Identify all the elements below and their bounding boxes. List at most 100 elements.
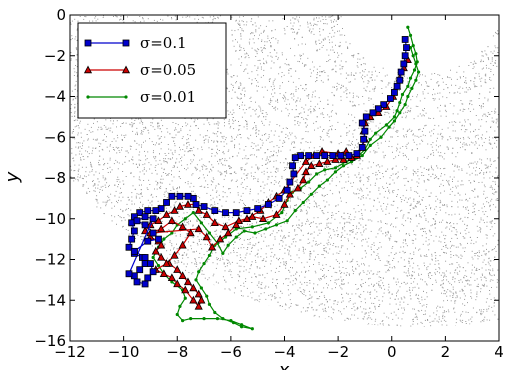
background-dot	[473, 180, 475, 182]
background-dot	[141, 239, 143, 240]
background-dot	[360, 76, 362, 78]
background-dot	[192, 173, 194, 175]
background-dot	[464, 251, 466, 252]
background-dot	[327, 103, 329, 105]
background-dot	[412, 321, 414, 322]
background-dot	[430, 272, 431, 274]
background-dot	[223, 244, 225, 246]
background-dot	[154, 166, 156, 168]
background-dot	[442, 306, 444, 308]
background-dot	[375, 125, 377, 127]
background-dot	[472, 142, 474, 144]
background-dot	[324, 166, 325, 168]
background-dot	[495, 250, 497, 252]
background-dot	[492, 188, 494, 190]
background-dot	[362, 219, 364, 220]
background-dot	[74, 107, 76, 109]
background-dot	[359, 218, 361, 220]
background-dot	[382, 67, 384, 69]
background-dot	[328, 204, 330, 206]
background-dot	[95, 171, 97, 173]
background-dot	[197, 268, 199, 270]
background-dot	[252, 148, 254, 149]
background-dot	[359, 181, 361, 183]
background-dot	[483, 67, 484, 69]
background-dot	[431, 73, 433, 75]
background-dot	[328, 165, 330, 167]
background-dot	[341, 288, 343, 290]
background-dot	[437, 151, 439, 153]
background-dot	[299, 55, 301, 57]
background-dot	[473, 81, 475, 83]
background-dot	[294, 186, 296, 188]
background-dot	[406, 147, 408, 149]
background-dot	[364, 313, 366, 315]
background-dot	[240, 167, 242, 169]
background-dot	[244, 169, 246, 171]
background-dot	[246, 64, 248, 66]
background-dot	[331, 128, 332, 130]
background-dot	[202, 174, 204, 176]
background-dot	[149, 138, 151, 140]
background-dot	[378, 256, 380, 258]
background-dot	[354, 302, 356, 304]
background-dot	[474, 181, 475, 182]
background-dot	[120, 187, 121, 189]
background-dot	[337, 234, 339, 236]
background-dot	[487, 167, 489, 169]
background-dot	[411, 239, 413, 241]
background-dot	[270, 234, 271, 236]
background-dot	[357, 53, 359, 55]
background-dot	[480, 59, 482, 61]
background-dot	[390, 127, 392, 129]
background-dot	[276, 279, 278, 280]
background-dot	[217, 124, 219, 126]
background-dot	[439, 307, 441, 308]
background-dot	[169, 183, 171, 185]
background-dot	[314, 108, 315, 110]
background-dot	[212, 189, 214, 191]
background-dot	[475, 299, 477, 301]
background-dot	[221, 216, 223, 218]
background-dot	[270, 171, 272, 173]
background-dot	[431, 259, 433, 261]
background-dot	[419, 100, 421, 102]
background-dot	[285, 92, 287, 94]
background-dot	[317, 217, 319, 219]
background-dot	[318, 304, 320, 306]
background-dot	[373, 66, 375, 68]
background-dot	[213, 15, 215, 17]
background-dot	[476, 267, 478, 269]
background-dot	[106, 200, 108, 202]
background-dot	[318, 229, 320, 231]
background-dot	[290, 75, 292, 77]
background-dot	[344, 218, 346, 220]
background-dot	[444, 204, 445, 206]
background-dot	[348, 217, 350, 219]
background-dot	[363, 229, 365, 231]
background-dot	[456, 71, 458, 73]
background-dot	[231, 97, 233, 99]
background-dot	[303, 291, 305, 293]
background-dot	[273, 154, 274, 155]
background-dot	[313, 23, 315, 25]
background-dot	[300, 239, 302, 241]
background-dot	[490, 62, 492, 64]
background-dot	[301, 283, 303, 285]
background-dot	[263, 192, 265, 194]
background-dot	[286, 26, 288, 27]
background-dot	[166, 230, 168, 232]
background-dot	[257, 48, 259, 50]
background-dot	[287, 128, 288, 129]
background-dot	[450, 300, 452, 302]
background-dot	[195, 167, 197, 169]
background-dot	[270, 260, 272, 262]
background-dot	[96, 121, 98, 123]
background-dot	[253, 176, 255, 177]
background-dot	[287, 135, 289, 137]
background-dot	[426, 85, 428, 87]
background-dot	[164, 245, 165, 247]
background-dot	[226, 259, 228, 261]
background-dot	[445, 212, 447, 214]
background-dot	[222, 151, 224, 153]
